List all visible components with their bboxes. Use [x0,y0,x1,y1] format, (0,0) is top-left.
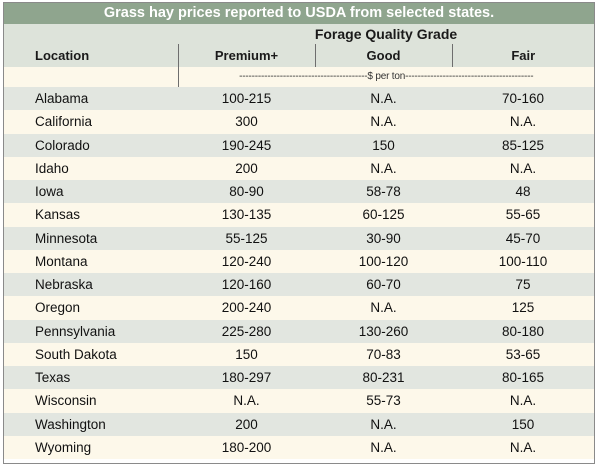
fair-cell: 80-165 [452,366,595,390]
location-cell: Iowa [4,180,178,204]
forage-quality-grade-header: Forage Quality Grade [178,24,595,44]
premium-cell: 200 [178,412,315,436]
fair-cell: N.A. [452,435,595,459]
location-cell: Pennsylvania [4,319,178,343]
location-cell: Washington [4,412,178,436]
good-cell: N.A. [315,412,452,436]
good-column-header: Good [314,44,452,67]
good-cell: 55-73 [315,389,452,413]
good-cell: 100-120 [315,249,452,273]
premium-column-header: Premium+ [177,44,315,67]
premium-cell: 190-245 [178,133,315,157]
location-cell: Idaho [4,156,178,180]
table-row: Oregon 200-240 N.A. 125 [4,296,595,320]
table-row: Wyoming 180-200 N.A. N.A. [4,435,595,459]
header-row-columns: Location Premium+ Good Fair [4,44,595,67]
table-row: California 300 N.A. N.A. [4,110,595,134]
good-cell: 30-90 [315,226,452,250]
location-cell: Minnesota [4,226,178,250]
good-cell: N.A. [315,156,452,180]
fair-cell: 75 [452,273,595,297]
fair-cell: N.A. [452,156,595,180]
location-cell: California [4,110,178,134]
header-row-units: ----------------------------------------… [4,67,595,87]
good-cell: 150 [315,133,452,157]
location-cell: Nebraska [4,273,178,297]
premium-cell: 180-297 [178,366,315,390]
table-row: Kansas 130-135 60-125 55-65 [4,203,595,227]
unit-label: ----------------------------------------… [177,67,595,87]
good-cell: 58-78 [315,180,452,204]
table-row: Washington 200 N.A. 150 [4,412,595,436]
premium-cell: 100-215 [178,87,315,111]
fair-cell: 70-160 [452,87,595,111]
premium-cell: 55-125 [178,226,315,250]
location-cell: Alabama [4,87,178,111]
header-blank-cell [4,24,178,44]
premium-cell: 150 [178,342,315,366]
units-blank-cell [4,67,178,87]
table-body: Alabama 100-215 N.A. 70-160 California 300 N.A… [4,87,595,459]
fair-cell: 85-125 [452,133,595,157]
table-row: Pennsylvania 225-280 130-260 80-180 [4,319,595,343]
location-cell: Colorado [4,133,178,157]
table-row: South Dakota 150 70-83 53-65 [4,342,595,366]
table-row: Alabama 100-215 N.A. 70-160 [4,87,595,111]
premium-cell: 200-240 [178,296,315,320]
fair-cell: 45-70 [452,226,595,250]
good-cell: 60-125 [315,203,452,227]
premium-cell: N.A. [178,389,315,413]
location-cell: Montana [4,249,178,273]
good-cell: N.A. [315,435,452,459]
fair-cell: 150 [452,412,595,436]
location-cell: Oregon [4,296,178,320]
fair-cell: N.A. [452,389,595,413]
premium-cell: 120-240 [178,249,315,273]
location-column-header: Location [4,44,178,67]
fair-cell: 100-110 [452,249,595,273]
premium-cell: 120-160 [178,273,315,297]
table-title: Grass hay prices reported to USDA from s… [4,3,594,24]
fair-column-header: Fair [451,44,595,67]
location-cell: South Dakota [4,342,178,366]
location-cell: Kansas [4,203,178,227]
location-cell: Wyoming [4,435,178,459]
table-row: Montana 120-240 100-120 100-110 [4,249,595,273]
location-cell: Texas [4,366,178,390]
good-cell: 70-83 [315,342,452,366]
table-row: Wisconsin N.A. 55-73 N.A. [4,389,595,413]
location-cell: Wisconsin [4,389,178,413]
table-row: Texas 180-297 80-231 80-165 [4,366,595,390]
table-row: Iowa 80-90 58-78 48 [4,180,595,204]
fair-cell: 48 [452,180,595,204]
fair-cell: 80-180 [452,319,595,343]
fair-cell: 55-65 [452,203,595,227]
fair-cell: 125 [452,296,595,320]
hay-price-table: Forage Quality Grade Location Premium+ G… [4,24,595,459]
good-cell: 60-70 [315,273,452,297]
table-row: Nebraska 120-160 60-70 75 [4,273,595,297]
fair-cell: N.A. [452,110,595,134]
good-cell: N.A. [315,87,452,111]
premium-cell: 225-280 [178,319,315,343]
good-cell: N.A. [315,110,452,134]
good-cell: N.A. [315,296,452,320]
premium-cell: 130-135 [178,203,315,227]
good-cell: 80-231 [315,366,452,390]
table-row: Minnesota 55-125 30-90 45-70 [4,226,595,250]
price-table-frame: Grass hay prices reported to USDA from s… [3,2,595,464]
good-cell: 130-260 [315,319,452,343]
premium-cell: 200 [178,156,315,180]
premium-cell: 80-90 [178,180,315,204]
header-row-group: Forage Quality Grade [4,24,595,44]
table-row: Colorado 190-245 150 85-125 [4,133,595,157]
premium-cell: 180-200 [178,435,315,459]
table-row: Idaho 200 N.A. N.A. [4,156,595,180]
fair-cell: 53-65 [452,342,595,366]
premium-cell: 300 [178,110,315,134]
